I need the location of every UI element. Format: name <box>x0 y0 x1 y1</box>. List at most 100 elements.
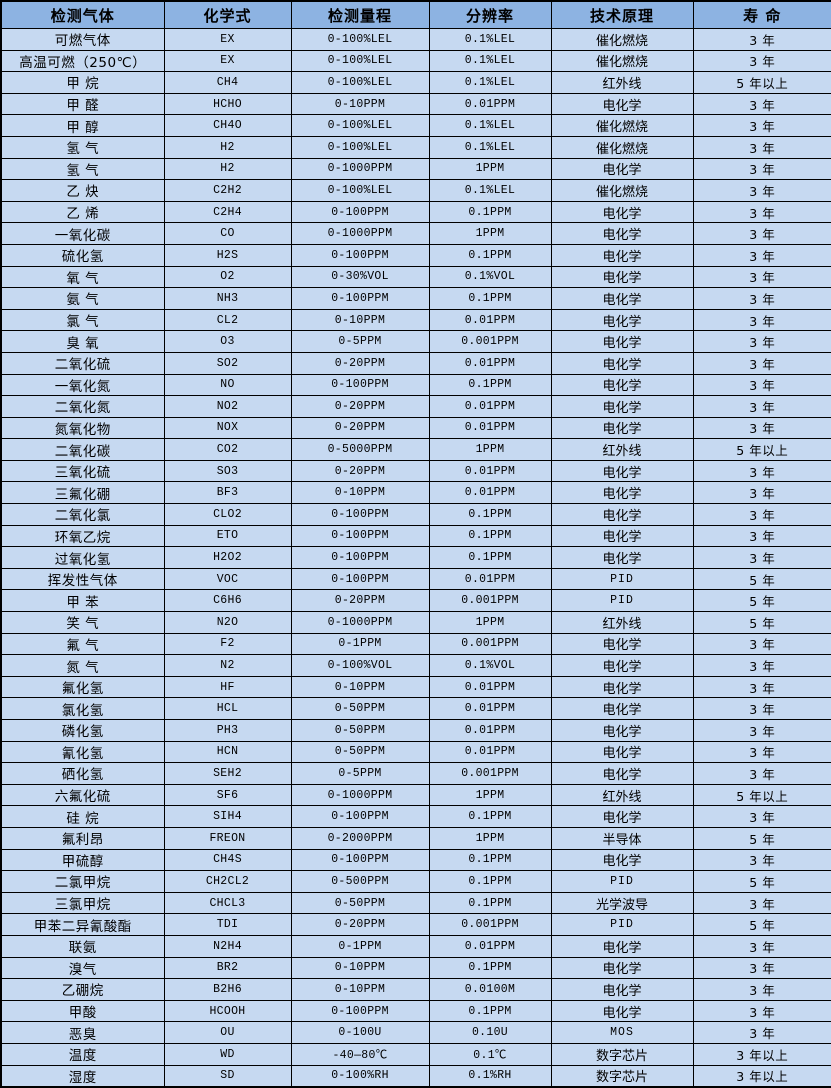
table-row: 联氨 N2H4 0-1PPM 0.01PPM 电化学 3 年 <box>0 934 831 958</box>
cell-tech: 电化学 <box>550 503 694 526</box>
cell-gas: 氰化氢 <box>0 740 165 764</box>
table-row: 氟 气 F2 0-1PPM 0.001PPM 电化学 3 年 <box>0 632 831 656</box>
cell-life: 3 年 <box>692 999 831 1023</box>
cell-gas: 磷化氢 <box>0 719 165 742</box>
cell-range: 0-50PPM <box>290 891 430 915</box>
cell-tech: 红外线 <box>550 611 694 634</box>
cell-formula: H2O2 <box>163 546 292 569</box>
cell-res: 0.01PPM <box>428 308 552 332</box>
cell-formula: O3 <box>163 330 292 353</box>
cell-tech: 电化学 <box>550 762 694 785</box>
cell-res: 0.1PPM <box>428 999 552 1023</box>
cell-range: 0-10PPM <box>290 956 430 980</box>
cell-gas: 六氟化硫 <box>0 783 165 807</box>
cell-formula: N2H4 <box>163 934 292 958</box>
cell-range: 0-50PPM <box>290 740 430 764</box>
cell-formula: H2 <box>163 135 292 159</box>
cell-life: 5 年 <box>692 826 831 850</box>
table-row: 环氧乙烷 ETO 0-100PPM 0.1PPM 电化学 3 年 <box>0 524 831 548</box>
header-row: 检测气体 化学式 检测量程 分辨率 技术原理 寿 命 <box>0 0 831 29</box>
cell-res: 0.1PPM <box>428 524 552 548</box>
table-row: 甲硫醇 CH4S 0-100PPM 0.1PPM 电化学 3 年 <box>0 848 831 872</box>
cell-life: 3 年 <box>692 805 831 828</box>
cell-tech: 电化学 <box>550 200 694 224</box>
cell-life: 3 年 <box>692 114 831 137</box>
cell-tech: 电化学 <box>550 978 694 1001</box>
cell-life: 3 年 <box>692 503 831 526</box>
cell-res: 0.001PPM <box>428 632 552 656</box>
table-row: 氮 气 N2 0-100%VOL 0.1%VOL 电化学 3 年 <box>0 654 831 677</box>
cell-formula: H2S <box>163 243 292 267</box>
cell-life: 3 年 <box>692 524 831 548</box>
cell-life: 3 年 <box>692 848 831 872</box>
cell-res: 0.1PPM <box>428 848 552 872</box>
cell-gas: 氯 气 <box>0 308 165 332</box>
table-row: 湿度 SD 0-100%RH 0.1%RH 数字芯片 3 年以上 <box>0 1064 831 1088</box>
table-row: 氯化氢 HCL 0-50PPM 0.01PPM 电化学 3 年 <box>0 697 831 720</box>
cell-formula: VOC <box>163 567 292 591</box>
cell-formula: TDI <box>163 913 292 936</box>
cell-formula: CL2 <box>163 308 292 332</box>
cell-formula: C6H6 <box>163 589 292 613</box>
cell-range: 0-100PPM <box>290 287 430 310</box>
cell-range: 0-20PPM <box>290 395 430 418</box>
cell-gas: 氟 气 <box>0 632 165 656</box>
cell-res: 0.1%LEL <box>428 114 552 137</box>
cell-gas: 二氧化氮 <box>0 395 165 418</box>
cell-tech: 催化燃烧 <box>550 179 694 202</box>
table-row: 硫化氢 H2S 0-100PPM 0.1PPM 电化学 3 年 <box>0 243 831 267</box>
cell-res: 0.01PPM <box>428 934 552 958</box>
cell-life: 3 年 <box>692 243 831 267</box>
table-row: 挥发性气体 VOC 0-100PPM 0.01PPM PID 5 年 <box>0 567 831 591</box>
cell-tech: PID <box>550 589 694 613</box>
cell-gas: 臭 氧 <box>0 330 165 353</box>
table-row: 温度 WD -40—80℃ 0.1℃ 数字芯片 3 年以上 <box>0 1042 831 1066</box>
cell-life: 3 年 <box>692 719 831 742</box>
table-row: 甲酸 HCOOH 0-100PPM 0.1PPM 电化学 3 年 <box>0 999 831 1023</box>
cell-res: 0.1%VOL <box>428 654 552 677</box>
cell-formula: EX <box>163 49 292 73</box>
cell-formula: NOX <box>163 416 292 440</box>
cell-tech: 催化燃烧 <box>550 114 694 137</box>
cell-life: 5 年以上 <box>692 71 831 94</box>
cell-tech: 电化学 <box>550 481 694 505</box>
cell-gas: 过氧化氢 <box>0 546 165 569</box>
cell-tech: 电化学 <box>550 675 694 699</box>
cell-res: 1PPM <box>428 438 552 461</box>
cell-gas: 甲 醛 <box>0 92 165 116</box>
cell-range: 0-1000PPM <box>290 783 430 807</box>
cell-gas: 甲 烷 <box>0 71 165 94</box>
cell-range: 0-1PPM <box>290 934 430 958</box>
cell-formula: F2 <box>163 632 292 656</box>
cell-res: 0.1PPM <box>428 805 552 828</box>
cell-tech: 电化学 <box>550 740 694 764</box>
column-header-range: 检测量程 <box>290 0 430 29</box>
cell-range: 0-1000PPM <box>290 222 430 245</box>
cell-tech: 电化学 <box>550 632 694 656</box>
cell-range: 0-100PPM <box>290 524 430 548</box>
cell-res: 0.1℃ <box>428 1042 552 1066</box>
cell-range: 0-1000PPM <box>290 611 430 634</box>
table-row: 三氧化硫 SO3 0-20PPM 0.01PPM 电化学 3 年 <box>0 459 831 483</box>
cell-tech: 电化学 <box>550 395 694 418</box>
cell-tech: 电化学 <box>550 546 694 569</box>
cell-formula: CH4S <box>163 848 292 872</box>
cell-life: 3 年 <box>692 654 831 677</box>
cell-formula: NH3 <box>163 287 292 310</box>
cell-life: 3 年 <box>692 956 831 980</box>
cell-life: 3 年 <box>692 934 831 958</box>
cell-life: 3 年以上 <box>692 1064 831 1088</box>
table-row: 一氧化氮 NO 0-100PPM 0.1PPM 电化学 3 年 <box>0 373 831 397</box>
cell-gas: 三氯甲烷 <box>0 891 165 915</box>
cell-range: 0-1PPM <box>290 632 430 656</box>
cell-formula: PH3 <box>163 719 292 742</box>
cell-tech: PID <box>550 913 694 936</box>
table-row: 硅 烷 SIH4 0-100PPM 0.1PPM 电化学 3 年 <box>0 805 831 828</box>
cell-range: 0-500PPM <box>290 870 430 893</box>
cell-res: 1PPM <box>428 222 552 245</box>
cell-tech: 电化学 <box>550 351 694 375</box>
cell-res: 0.1PPM <box>428 546 552 569</box>
cell-life: 5 年 <box>692 870 831 893</box>
cell-res: 0.01PPM <box>428 740 552 764</box>
cell-tech: 电化学 <box>550 157 694 181</box>
